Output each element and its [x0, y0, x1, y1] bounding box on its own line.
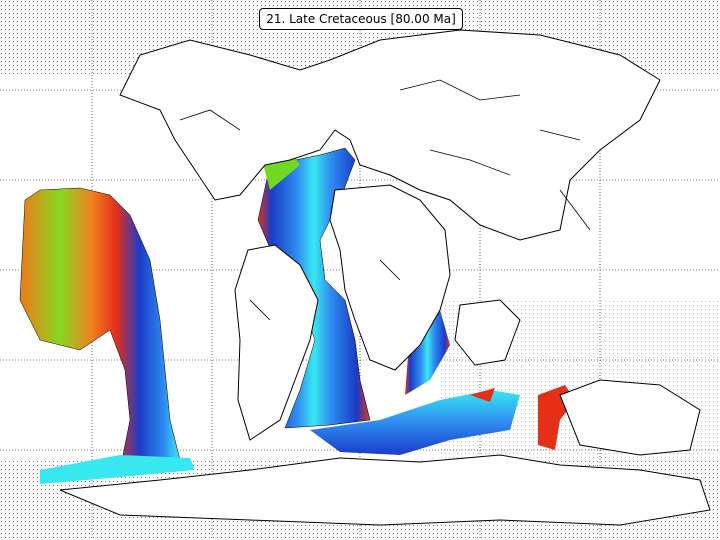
coastline [179, 79, 591, 321]
landmass [329, 184, 451, 371]
landmass [119, 29, 661, 241]
seafloor [310, 390, 520, 455]
seafloor [19, 187, 181, 471]
landmass [234, 244, 319, 441]
seafloor [470, 388, 495, 402]
landmass [559, 379, 701, 456]
landmass [59, 454, 711, 526]
map-title: 21. Late Cretaceous [80.00 Ma] [259, 8, 463, 30]
landmass [454, 299, 521, 366]
seafloor [40, 455, 195, 484]
